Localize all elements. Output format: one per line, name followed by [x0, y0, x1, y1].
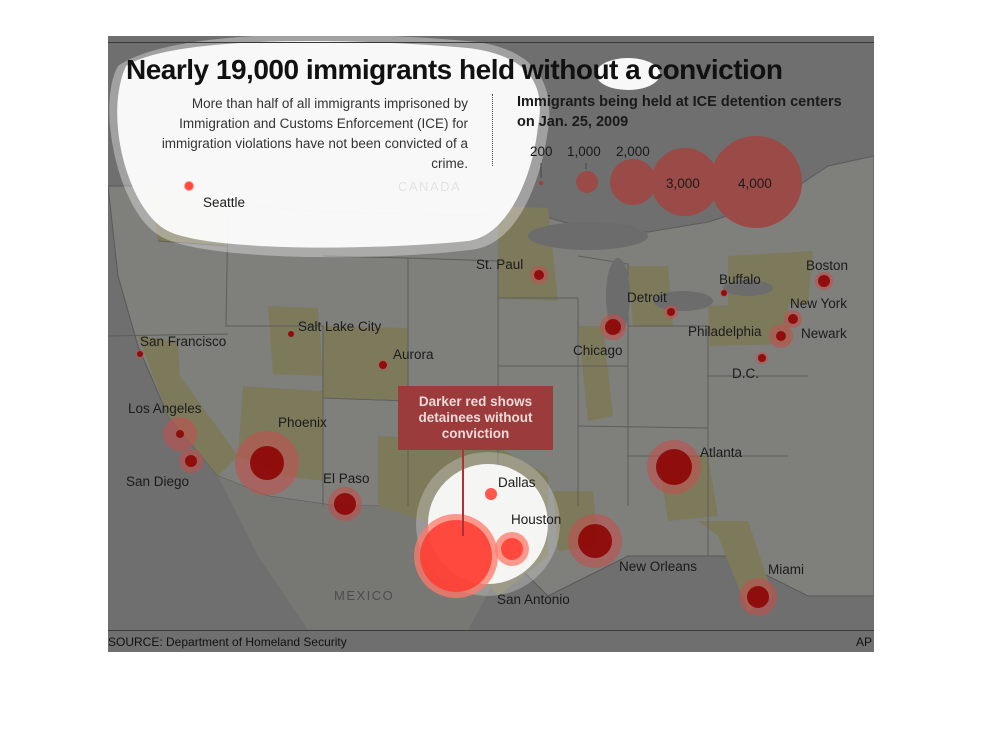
country-label-canada: CANADA — [398, 179, 462, 194]
legend-circle-200 — [539, 181, 543, 185]
bubble-no-conviction-new-orleans — [578, 524, 612, 558]
city-label-san-diego: San Diego — [126, 474, 190, 489]
bubble-no-conviction-miami — [747, 586, 769, 608]
intro-text: More than half of all immigrants impriso… — [161, 96, 468, 171]
city-label-st-paul: St. Paul — [476, 257, 524, 272]
city-label-detroit: Detroit — [627, 290, 667, 305]
spotlight-legend-knob — [596, 58, 660, 90]
legend-title: Immigrants being held at ICE detention c… — [517, 94, 842, 130]
infographic: Nearly 19,000 immigrants held without a … — [108, 36, 874, 652]
bubble-no-conviction-el-paso — [334, 493, 356, 515]
bubble-no-conviction-san-diego — [185, 455, 197, 467]
city-label-new-orleans: New Orleans — [619, 559, 698, 574]
bubble-no-conviction-salt-lake-city — [288, 331, 294, 337]
bubble-no-conviction-chicago — [605, 319, 621, 335]
country-label-mexico: MEXICO — [334, 588, 395, 603]
city-label-dc: D.C. — [732, 366, 759, 381]
city-label-aurora: Aurora — [393, 347, 434, 362]
city-label-newark: Newark — [801, 326, 847, 341]
callout-box: Darker red shows detainees without convi… — [398, 386, 553, 450]
bubble-no-conviction-newark — [776, 331, 786, 341]
spotlight-top-left — [117, 41, 540, 248]
city-label-new-york: New York — [790, 296, 848, 311]
legend-circle-4000 — [710, 136, 802, 228]
city-label-san-francisco: San Francisco — [140, 334, 227, 349]
legend-circle-3000 — [651, 148, 719, 216]
bubble-no-conviction-aurora — [379, 361, 387, 369]
spotlight-top-left-glow — [109, 36, 550, 258]
bubble-no-conviction-phoenix — [250, 446, 284, 480]
graphic-title: Nearly 19,000 immigrants held without a … — [126, 54, 783, 85]
bubble-no-conviction-buffalo — [721, 290, 727, 296]
bubble-no-conviction-los-angeles — [176, 430, 184, 438]
city-label-phoenix: Phoenix — [278, 415, 327, 430]
state-utah — [268, 306, 323, 376]
city-label-san-antonio: San Antonio — [497, 592, 570, 607]
bubble-no-conviction-houston — [501, 538, 523, 560]
bubble-no-conviction-boston — [818, 275, 830, 287]
legend-label-1000: 1,000 — [567, 144, 601, 159]
city-label-houston: Houston — [511, 512, 562, 527]
city-label-boston: Boston — [806, 258, 849, 273]
bubble-no-conviction-st-paul — [534, 270, 544, 280]
state-illinois — [578, 326, 613, 421]
intro-divider — [492, 94, 493, 166]
bubble-no-conviction-seattle — [185, 182, 193, 190]
source-line: SOURCE: Department of Homeland Security — [108, 635, 347, 649]
legend-label-200: 200 — [530, 144, 553, 159]
city-label-buffalo: Buffalo — [719, 272, 761, 287]
bubble-no-conviction-new-york — [788, 314, 798, 324]
detention-bubbles — [136, 181, 833, 616]
state-california — [138, 336, 238, 476]
city-label-chicago: Chicago — [573, 343, 623, 358]
state-michigan — [628, 266, 673, 326]
legend-label-2000: 2,000 — [616, 144, 650, 159]
legend-label-4000: 4,000 — [738, 176, 772, 191]
city-label-miami: Miami — [768, 562, 804, 577]
state-colorado — [323, 326, 408, 401]
legend-circle-1000 — [576, 171, 598, 193]
bubble-no-conviction-philadelphia — [758, 354, 766, 362]
legend-circle-2000 — [610, 159, 656, 205]
bubble-no-conviction-atlanta — [656, 449, 692, 485]
city-label-seattle: Seattle — [203, 195, 246, 210]
city-label-salt-lake-city: Salt Lake City — [298, 319, 382, 334]
legend-label-3000: 3,000 — [666, 176, 700, 191]
bubble-no-conviction-san-francisco — [137, 351, 143, 357]
credit-line: AP — [855, 635, 872, 649]
city-label-el-paso: El Paso — [323, 471, 370, 486]
legend-circles — [539, 136, 802, 228]
top-rule — [108, 42, 874, 43]
city-label-atlanta: Atlanta — [700, 445, 743, 460]
us-map — [108, 36, 874, 630]
city-label-los-angeles: Los Angeles — [128, 401, 202, 416]
bubble-no-conviction-detroit — [667, 308, 675, 316]
bottom-rule — [108, 630, 874, 631]
city-label-dallas: Dallas — [498, 475, 536, 490]
city-label-philadelphia: Philadelphia — [688, 324, 762, 339]
bubble-no-conviction-dallas — [485, 488, 497, 500]
bubble-no-conviction-san-antonio — [420, 520, 492, 592]
